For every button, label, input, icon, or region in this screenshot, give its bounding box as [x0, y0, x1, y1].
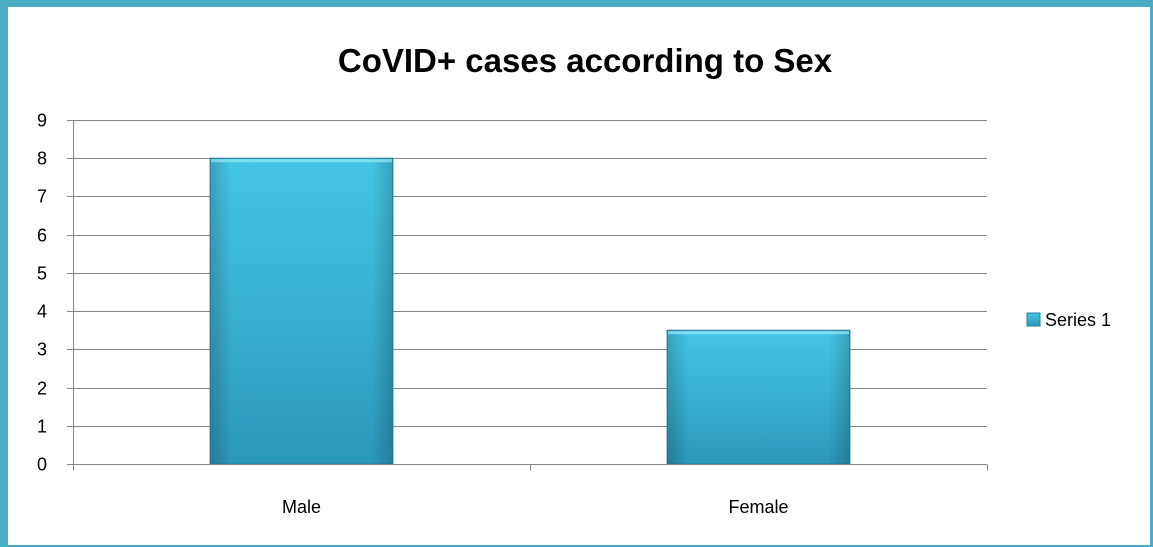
x-category-labels: Male Female	[282, 497, 789, 517]
y-tick-label: 7	[37, 187, 47, 207]
bars	[209, 157, 851, 465]
bar-highlight	[211, 159, 392, 163]
y-tick-label: 6	[37, 226, 47, 246]
bar-shade	[210, 158, 393, 464]
legend-swatch-series-1	[1026, 312, 1041, 327]
x-category-label-male: Male	[282, 497, 321, 517]
bar-shade	[667, 330, 850, 464]
y-tick-label: 8	[37, 149, 47, 169]
legend: Series 1	[1026, 310, 1111, 330]
y-tick-labels: 0 1 2 3 4 5 6 7 8 9	[37, 111, 47, 475]
chart-title: CoVID+ cases according to Sex	[338, 42, 833, 79]
y-tick-label: 9	[37, 111, 47, 131]
y-tick-label: 0	[37, 455, 47, 475]
y-tick-label: 1	[37, 417, 47, 437]
x-category-label-female: Female	[728, 497, 788, 517]
legend-label-series-1: Series 1	[1045, 310, 1111, 330]
y-tick-label: 4	[37, 302, 47, 322]
axes	[67, 120, 988, 471]
bar-male	[209, 157, 394, 465]
bar-female	[666, 329, 851, 465]
y-tick-label: 5	[37, 264, 47, 284]
y-tick-label: 2	[37, 379, 47, 399]
y-tick-label: 3	[37, 340, 47, 360]
bar-highlight	[668, 331, 849, 335]
